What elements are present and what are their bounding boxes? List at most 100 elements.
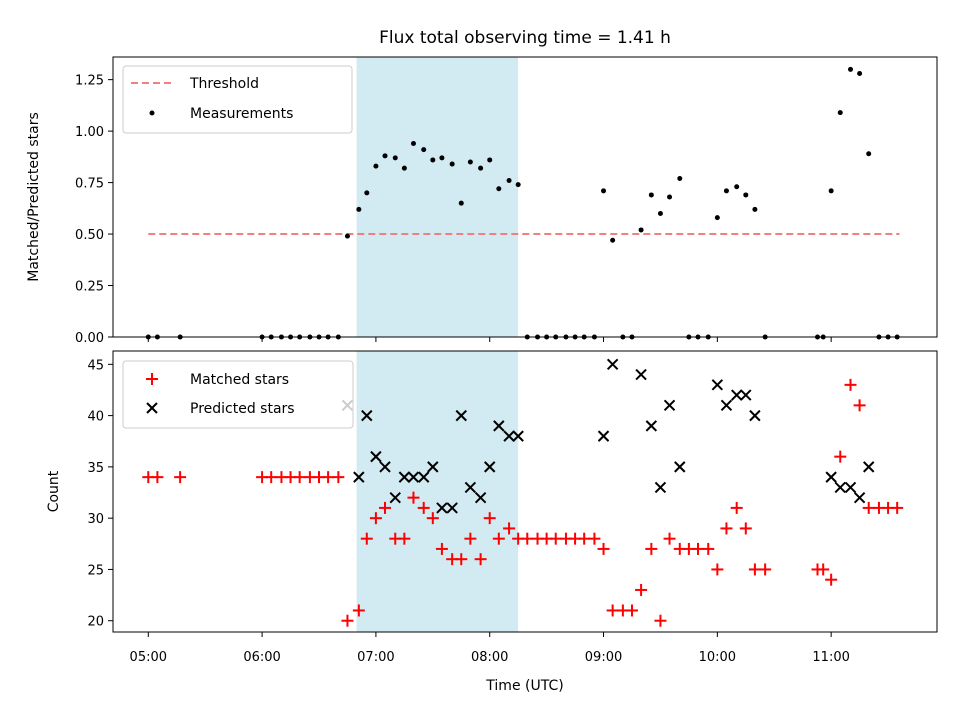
y-tick-label: 35 — [87, 461, 104, 476]
measurement-point — [392, 155, 398, 161]
legend-top: Threshold Measurements — [122, 65, 353, 134]
matched-star-point — [748, 563, 761, 576]
predicted-star-point — [379, 461, 391, 473]
x-axis-bottom: 05:00 06:00 07:00 08:00 09:00 10:00 11:00 — [130, 632, 850, 665]
predicted-star-point — [663, 399, 676, 412]
predicted-star-point — [503, 430, 515, 442]
matched-star-point — [702, 542, 715, 555]
legend-measurements-label: Measurements — [190, 106, 293, 122]
measurement-point — [723, 188, 729, 194]
matched-star-point — [322, 471, 335, 484]
predicted-star-point — [398, 471, 411, 483]
measurement-point — [743, 192, 749, 198]
matched-star-point — [549, 532, 562, 545]
matched-star-points — [142, 378, 904, 627]
legend-measurements-swatch — [149, 110, 155, 116]
highlight-band-top — [356, 57, 519, 337]
matched-star-point — [464, 532, 477, 545]
matched-star-point — [654, 614, 667, 627]
matched-star-point — [606, 604, 619, 617]
predicted-star-point — [606, 358, 619, 371]
legend-box-top — [122, 65, 353, 134]
y-tick-label: 0.25 — [75, 280, 104, 295]
matched-star-point — [759, 563, 772, 576]
predicted-star-point — [825, 471, 837, 483]
x-tick-label: 10:00 — [699, 650, 736, 665]
matched-star-point — [891, 501, 904, 514]
matched-star-point — [588, 532, 601, 545]
measurement-point — [478, 165, 484, 171]
measurement-point — [487, 157, 493, 163]
matched-star-point — [417, 501, 430, 514]
measurement-point — [382, 153, 388, 159]
matched-star-point — [369, 512, 382, 525]
matched-star-point — [663, 532, 676, 545]
matched-star-point — [635, 583, 648, 596]
predicted-star-point — [730, 389, 743, 401]
y-tick-label: 0.00 — [75, 331, 104, 346]
y-axis-top: 0.00 0.25 0.50 0.75 1.00 1.25 — [75, 74, 113, 346]
measurement-point — [467, 159, 473, 165]
measurement-point — [734, 184, 740, 190]
highlight-band-bottom — [356, 351, 519, 632]
measurement-point — [410, 140, 416, 146]
measurement-point — [638, 227, 644, 233]
matched-star-point — [151, 471, 164, 484]
matched-star-point — [739, 522, 752, 535]
predicted-star-point — [749, 409, 761, 422]
predicted-star-point — [464, 481, 477, 494]
x-tick-label: 07:00 — [357, 650, 394, 665]
legend-box-bottom — [122, 360, 354, 429]
legend-matched-label: Matched stars — [190, 372, 289, 388]
matched-star-point — [341, 614, 354, 627]
y-tick-label: 20 — [87, 615, 104, 630]
x-tick-label: 11:00 — [812, 650, 849, 665]
measurement-point — [848, 66, 854, 72]
measurement-point — [601, 188, 607, 194]
y-tick-label: 1.25 — [75, 74, 104, 89]
measurement-points — [145, 66, 900, 340]
matched-star-point — [398, 532, 411, 545]
measurement-point — [837, 110, 843, 116]
measurement-point — [648, 192, 654, 198]
y-axis-bottom: 20 25 30 35 40 45 — [87, 358, 113, 630]
measurement-point — [421, 147, 427, 153]
matched-star-point — [360, 532, 373, 545]
predicted-star-point — [493, 420, 505, 432]
predicted-star-point — [418, 471, 430, 483]
measurement-point — [866, 151, 872, 157]
legend-matched-swatch — [146, 373, 158, 385]
predicted-star-point — [353, 471, 365, 483]
y-axis-label-top: Matched/Predicted stars — [26, 112, 42, 282]
measurement-point — [752, 206, 758, 212]
predicted-star-point — [853, 491, 866, 504]
matched-star-point — [503, 522, 516, 535]
y-tick-label: 40 — [87, 410, 104, 425]
y-tick-label: 0.50 — [75, 228, 104, 243]
y-axis-label-bottom: Count — [46, 470, 62, 512]
measurement-point — [430, 157, 436, 163]
matched-star-point — [474, 553, 487, 566]
predicted-star-point — [844, 481, 857, 494]
x-axis-label: Time (UTC) — [485, 678, 563, 694]
measurement-point — [610, 237, 616, 243]
predicted-star-point — [711, 379, 724, 391]
measurement-point — [657, 210, 663, 216]
matched-star-point — [174, 471, 187, 484]
y-tick-label: 45 — [87, 358, 104, 373]
matched-star-point — [407, 491, 420, 504]
predicted-star-point — [645, 420, 658, 432]
legend-threshold-label: Threshold — [189, 76, 259, 92]
y-tick-label: 25 — [87, 563, 104, 578]
predicted-star-point — [389, 491, 401, 504]
measurement-point — [667, 194, 673, 200]
measurement-point — [714, 215, 720, 221]
predicted-star-point — [863, 461, 875, 473]
matched-star-point — [483, 512, 496, 525]
measurement-point — [515, 182, 521, 188]
panel-frame-bottom — [112, 350, 938, 633]
matched-star-point — [597, 542, 610, 555]
matched-star-point — [625, 604, 638, 617]
measurement-point — [344, 233, 350, 239]
